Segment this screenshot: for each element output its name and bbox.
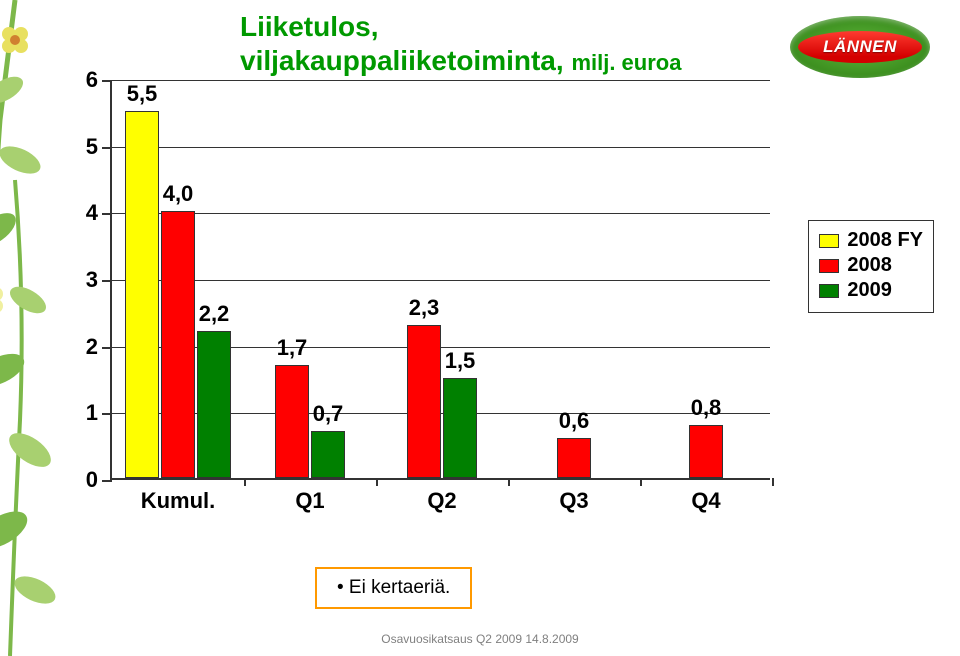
legend-label: 2009 — [847, 279, 892, 302]
bar-value-label: 1,5 — [445, 348, 476, 374]
grid-line — [112, 280, 770, 281]
bar-2009 — [197, 331, 231, 478]
bar-chart: 0123456Kumul.5,54,02,2Q11,70,7Q22,31,5Q3… — [70, 80, 770, 520]
grid-line — [112, 213, 770, 214]
legend-item: 2008 — [819, 254, 923, 277]
legend-label: 2008 FY — [847, 229, 923, 252]
chart-title: Liiketulos, viljakauppaliiketoiminta, mi… — [240, 10, 681, 77]
legend-swatch — [819, 259, 839, 273]
y-tick — [102, 347, 112, 349]
x-axis-label: Q4 — [691, 488, 720, 514]
legend-label: 2008 — [847, 254, 892, 277]
y-axis-label: 1 — [68, 400, 98, 426]
y-tick — [102, 413, 112, 415]
bar-value-label: 2,3 — [409, 295, 440, 321]
bar-value-label: 2,2 — [199, 301, 230, 327]
title-unit: milj. euroa — [571, 50, 681, 75]
legend-swatch — [819, 234, 839, 248]
bar-2008 — [407, 325, 441, 478]
y-axis-label: 3 — [68, 267, 98, 293]
title-line1: Liiketulos, — [240, 11, 378, 42]
legend-item: 2008 FY — [819, 229, 923, 252]
y-tick — [102, 147, 112, 149]
bar-2008 — [275, 365, 309, 478]
bar-value-label: 0,7 — [313, 401, 344, 427]
grid-line — [112, 147, 770, 148]
note-box: • Ei kertaeriä. — [315, 567, 472, 609]
x-axis-label: Q2 — [427, 488, 456, 514]
y-axis-label: 6 — [68, 67, 98, 93]
bar-2008 — [689, 425, 723, 478]
y-axis-label: 2 — [68, 334, 98, 360]
logo-text: LÄNNEN — [798, 31, 922, 63]
bar-2009 — [311, 431, 345, 478]
footer-text: Osavuosikatsaus Q2 2009 14.8.2009 — [0, 632, 960, 646]
legend: 2008 FY20082009 — [808, 220, 934, 313]
legend-swatch — [819, 284, 839, 298]
bar-value-label: 4,0 — [163, 181, 194, 207]
y-axis-label: 4 — [68, 200, 98, 226]
x-tick — [772, 478, 774, 486]
y-axis-label: 0 — [68, 467, 98, 493]
note-text: • Ei kertaeriä. — [337, 577, 450, 598]
brand-logo: LÄNNEN — [790, 16, 930, 78]
x-axis-label: Q3 — [559, 488, 588, 514]
bar-value-label: 0,6 — [559, 408, 590, 434]
bar-value-label: 0,8 — [691, 395, 722, 421]
x-axis-label: Kumul. — [141, 488, 216, 514]
y-axis-label: 5 — [68, 134, 98, 160]
bar-value-label: 1,7 — [277, 335, 308, 361]
bar-2008-FY — [125, 111, 159, 478]
title-line2: viljakauppaliiketoiminta, — [240, 45, 564, 76]
bar-2008 — [557, 438, 591, 478]
x-axis-label: Q1 — [295, 488, 324, 514]
grid-line — [112, 80, 770, 81]
y-tick — [102, 213, 112, 215]
y-tick — [102, 280, 112, 282]
x-tick — [640, 478, 642, 486]
bar-value-label: 5,5 — [127, 81, 158, 107]
legend-item: 2009 — [819, 279, 923, 302]
bar-2008 — [161, 211, 195, 478]
x-tick — [244, 478, 246, 486]
x-tick — [376, 478, 378, 486]
x-tick — [508, 478, 510, 486]
bar-2009 — [443, 378, 477, 478]
y-tick — [102, 80, 112, 82]
y-tick — [102, 480, 112, 482]
plot-area: 0123456Kumul.5,54,02,2Q11,70,7Q22,31,5Q3… — [110, 80, 770, 480]
